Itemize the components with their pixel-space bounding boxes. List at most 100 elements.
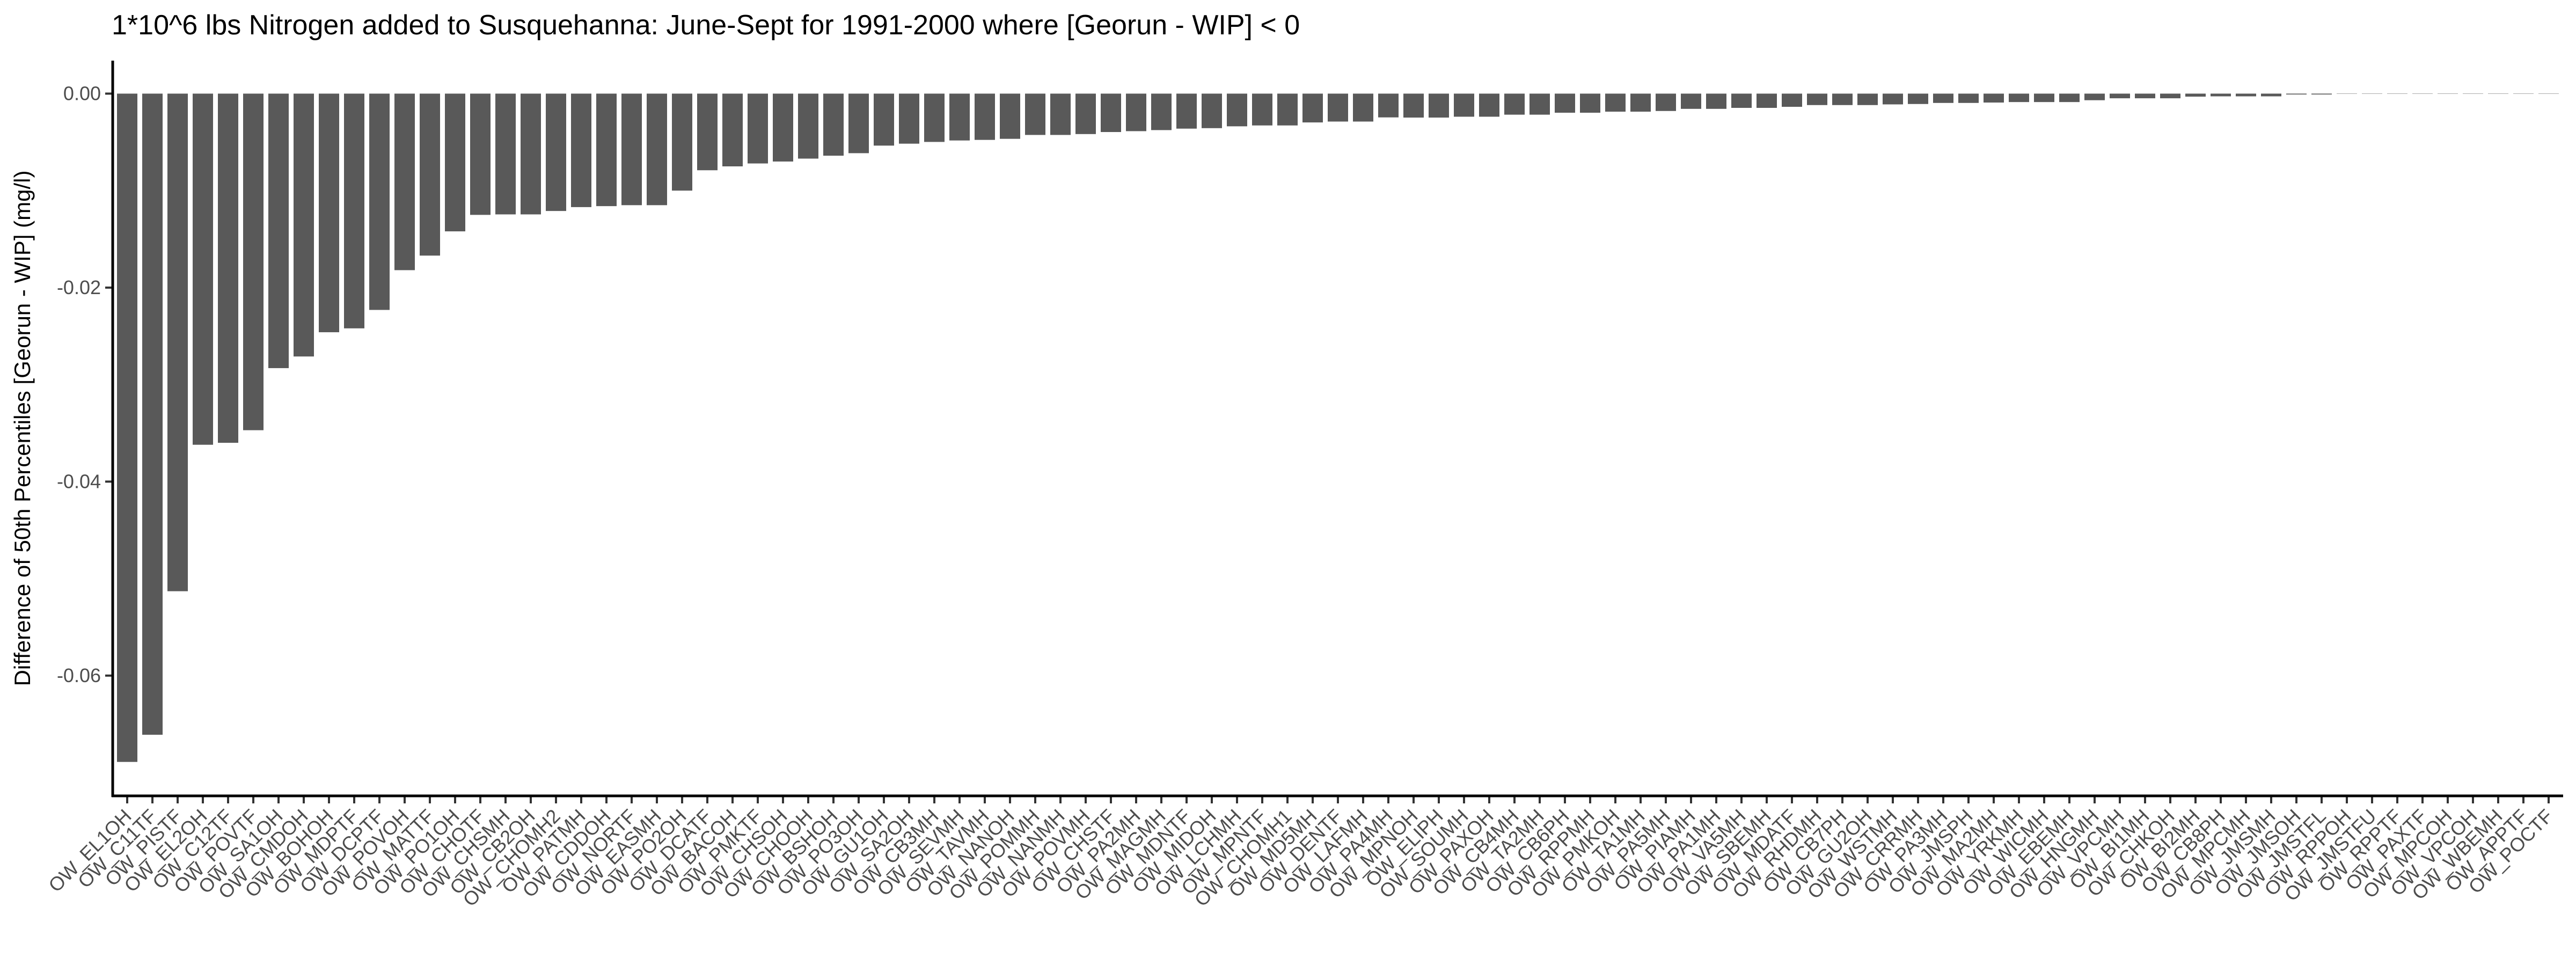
bar-OW_EL2OH xyxy=(193,93,213,445)
bar-OW_JMSPH xyxy=(1958,93,1979,103)
bar-OW_CHSOH xyxy=(773,93,793,162)
bar-OW_DCPTF xyxy=(369,93,390,310)
bar-OW_PMKTF xyxy=(748,93,768,164)
bar-OW_MDPTF xyxy=(344,93,364,328)
bar-OW_PO1OH xyxy=(445,93,465,232)
bar-OW_BI2MH xyxy=(2185,93,2206,97)
bar-OW_C11TF xyxy=(142,93,163,735)
x-axis-ticks: OW_EL1OHOW_C11TFOW_PISTFOW_EL2OHOW_C12TF… xyxy=(44,796,2557,911)
bar-OW_PA3MH xyxy=(1933,93,1953,103)
bar-OW_CB8PH xyxy=(2211,93,2231,97)
bar-OW_PA2MH xyxy=(1126,93,1146,131)
bar-OW_CRRMH xyxy=(1908,93,1928,104)
bar-OW_VA5MH xyxy=(1731,93,1752,108)
bar-OW_HNGMH xyxy=(2084,93,2105,100)
y-axis-ticks: 0.00 -0.02 -0.04 -0.06 xyxy=(57,82,113,686)
y-tick-label: -0.04 xyxy=(57,470,101,492)
bar-OW_SEVMH xyxy=(949,93,970,141)
bar-OW_EL1OH xyxy=(117,93,137,762)
bar-OW_MD5MH xyxy=(1302,93,1323,123)
y-axis-label: Difference of 50th Percentiles [Georun -… xyxy=(10,171,35,686)
bar-OW_RPPOH xyxy=(2337,93,2357,94)
bar-OW_YRKMH xyxy=(2009,93,2029,103)
bar-OW_CHOMH1 xyxy=(1277,93,1298,126)
bar-OW_CHOTF xyxy=(470,93,491,215)
bar-OW_POVOH xyxy=(394,93,415,270)
bar-OW_PIAMH xyxy=(1681,93,1701,109)
bar-OW_C12TF xyxy=(218,93,238,443)
bar-OW_MIDOH xyxy=(1202,93,1222,128)
bar-OW_RPPMH xyxy=(1580,93,1600,113)
bar-OW_MA2MH xyxy=(1984,93,2004,103)
bar-OW_MDATF xyxy=(1782,93,1802,107)
bar-OW_MPNOH xyxy=(1403,93,1424,118)
bar-OW_POVMH xyxy=(1075,93,1096,134)
bar-OW_TA2MH xyxy=(1529,93,1550,115)
bar-OW_JMSTFU xyxy=(2362,93,2382,94)
bar-OW_JMSMH xyxy=(2261,93,2281,97)
bar-OW_POCTF xyxy=(2538,93,2559,94)
bar-OW_PAXTF xyxy=(2412,93,2433,94)
bar-OW_EASMH xyxy=(647,93,667,206)
bar-OW_PA1MH xyxy=(1706,93,1726,109)
bar-OW_CDDOH xyxy=(596,93,617,207)
bar-OW_LAFMH xyxy=(1353,93,1373,122)
bar-OW_PMKOH xyxy=(1605,93,1626,112)
bar-OW_CHOMH2 xyxy=(546,93,566,211)
bar-OW_TAVMH xyxy=(975,93,995,140)
bar-OW_BOHOH xyxy=(319,93,339,333)
bar-OW_MPCOH xyxy=(2438,93,2458,94)
bar-OW_CB7PH xyxy=(1832,93,1853,105)
bar-OW_CB2OH xyxy=(521,93,541,215)
bar-OW_CB4MH xyxy=(1504,93,1525,115)
bar-OW_RHDMH xyxy=(1807,93,1827,105)
bar-OW_MPNTF xyxy=(1252,93,1272,126)
bar-OW_CHSTF xyxy=(1101,93,1121,133)
bar-OW_DENTF xyxy=(1328,93,1348,122)
bar-OW_PO2OH xyxy=(672,93,692,191)
bar-OW_PO3OH xyxy=(848,93,869,153)
bar-OW_DCATF xyxy=(697,93,718,171)
bar-OW_CHOOH xyxy=(798,93,818,159)
bar-OW_ELIPH xyxy=(1429,93,1449,118)
bar-OW_MDNTF xyxy=(1176,93,1197,129)
bar-OW_POVTF xyxy=(243,93,264,430)
bar-OW_SA2OH xyxy=(899,93,919,144)
bar-OW_PISTF xyxy=(167,93,188,591)
bar-OW_WICMH xyxy=(2034,93,2054,103)
bar-OW_JMSTFL xyxy=(2311,93,2332,95)
bar-OW_SBEMH xyxy=(1757,93,1777,108)
bar-OW_CHKOH xyxy=(2160,93,2180,99)
bar-OW_WBEMH xyxy=(2488,93,2508,94)
bar-OW_APPTF xyxy=(2513,93,2534,94)
bar-OW_POMMH xyxy=(1025,93,1045,135)
bar-OW_GU1OH xyxy=(874,93,894,146)
bar-OW_MAGMH xyxy=(1151,93,1172,130)
chart-title: 1*10^6 lbs Nitrogen added to Susquehanna… xyxy=(112,10,1300,41)
bar-OW_PATMH xyxy=(571,93,591,207)
bar-OW_CB3MH xyxy=(924,93,945,142)
bar-OW_LCHMH xyxy=(1227,93,1247,127)
bar-OW_BSHOH xyxy=(823,93,844,156)
bar-OW_GU2OH xyxy=(1857,93,1878,105)
bars-group xyxy=(117,93,2559,762)
bar-OW_VPCMH xyxy=(2110,93,2130,99)
bar-OW_PA5MH xyxy=(1656,93,1676,111)
bar-OW_EBEMH xyxy=(2059,93,2080,103)
y-tick-label: -0.02 xyxy=(57,276,101,298)
bar-OW_NANMH xyxy=(1050,93,1071,135)
bar-OW_SA1OH xyxy=(268,93,289,368)
bar-OW_BACOH xyxy=(722,93,743,167)
bar-OW_CB6PH xyxy=(1555,93,1575,113)
bar-OW_BI1MH xyxy=(2135,93,2155,99)
bar-OW_PAXOH xyxy=(1479,93,1499,117)
bar-OW_SOUMH xyxy=(1454,93,1474,117)
bar-OW_VPCOH xyxy=(2463,93,2483,94)
bar-OW_MATTF xyxy=(420,93,440,256)
bar-OW_CMDOH xyxy=(294,93,314,357)
bar-OW_TA1MH xyxy=(1630,93,1651,112)
bar-OW_RPPTF xyxy=(2387,93,2407,94)
bar-OW_NORTF xyxy=(621,93,642,206)
y-tick-label: 0.00 xyxy=(63,82,101,104)
